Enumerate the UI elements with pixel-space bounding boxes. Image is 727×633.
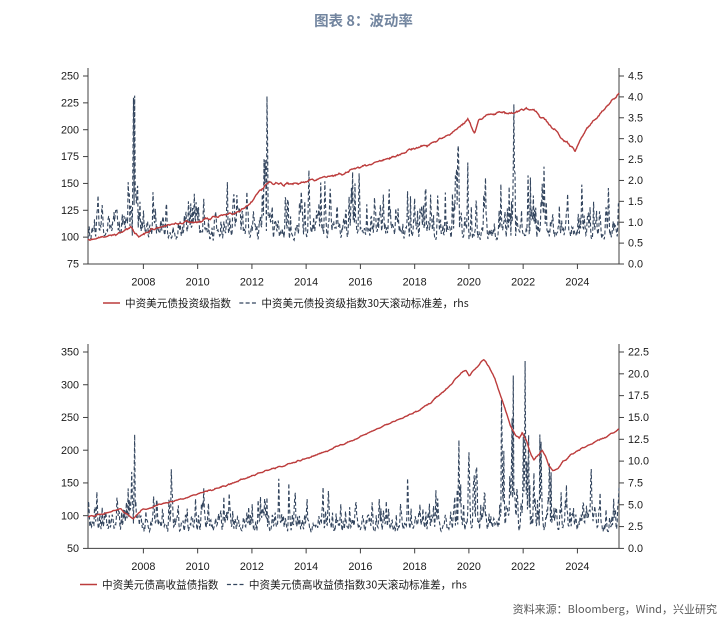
svg-text:资料来源：Bloomberg，Wind，兴业研究: 资料来源：Bloomberg，Wind，兴业研究	[513, 601, 717, 617]
